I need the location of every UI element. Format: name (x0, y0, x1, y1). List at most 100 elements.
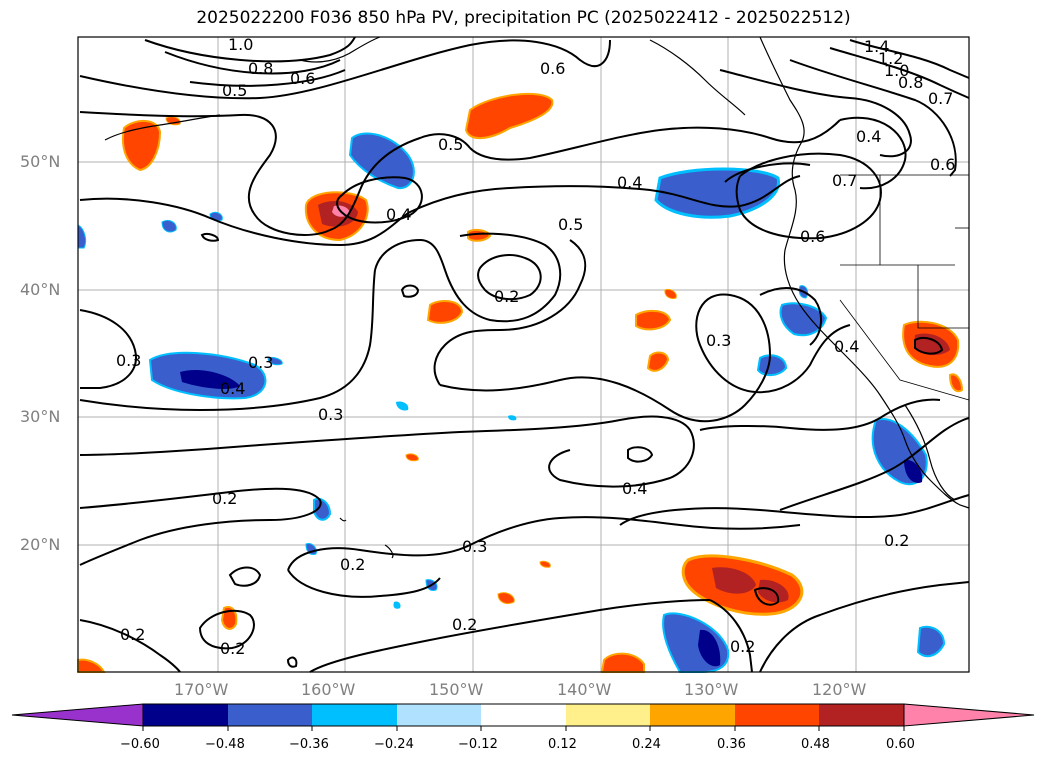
precip-area (664, 289, 677, 299)
contour-label: 0.2 (340, 555, 365, 574)
positive-precip-areas (77, 93, 964, 673)
colorbar-segment (566, 704, 650, 726)
coastlines (104, 36, 970, 559)
pv-contour-line (753, 587, 780, 606)
coastline-hawaii-nw (339, 517, 347, 522)
colorbar-segment-under (11, 703, 144, 727)
lat-label: 50°N (20, 152, 61, 171)
colorbar-segment (312, 704, 397, 726)
precip-area (508, 415, 517, 421)
pv-contour-line (79, 487, 322, 566)
colorbar-segment (735, 704, 819, 726)
colorbar-segment (481, 704, 566, 726)
precip-area (396, 401, 409, 411)
precip-area (497, 592, 515, 605)
pv-contour-line (789, 59, 957, 177)
precip-area (712, 567, 756, 594)
contour-label: 0.2 (220, 639, 245, 658)
precip-area (635, 309, 672, 331)
pv-contour-line (286, 656, 298, 668)
pv-contour-line (198, 609, 255, 650)
contour-label: 0.6 (540, 59, 565, 78)
pv-contour-line (469, 119, 841, 161)
lat-label: 40°N (20, 280, 61, 299)
colorbar-tick-label: 0.36 (717, 737, 746, 752)
pv-contours (79, 36, 970, 673)
contour-label: 1.0 (884, 61, 909, 80)
contour-label: 0.2 (730, 637, 755, 656)
colorbar-segment (143, 704, 228, 726)
colorbar-frame (142, 703, 905, 727)
contour-label: 0.8 (898, 73, 923, 92)
borders (839, 174, 970, 401)
contour-label: 0.4 (220, 379, 245, 398)
pv-contour-line (439, 293, 851, 423)
pv-contour-line (400, 284, 420, 298)
precip-area (467, 228, 492, 242)
pv-contour-line (189, 69, 346, 87)
precip-area (948, 373, 964, 393)
lon-label: 160°W (301, 680, 356, 699)
pv-contour-line (829, 47, 970, 99)
pv-contour-line (619, 494, 970, 526)
contour-labels: 1.0 0.8 0.6 0.5 0.6 0.5 0.4 0.4 0.5 0.2 … (116, 35, 955, 658)
precip-area (122, 120, 162, 172)
colorbar-tick-label: 0.48 (801, 737, 830, 752)
pv-contour-line (779, 417, 970, 511)
precip-area (267, 357, 283, 366)
pv-contour-line (759, 581, 970, 673)
lon-label: 150°W (429, 680, 484, 699)
contour-label: 0.4 (617, 173, 642, 192)
contour-label: 0.7 (832, 171, 857, 190)
contour-label: 1.4 (864, 37, 889, 56)
colorbar-segment (650, 704, 735, 726)
lon-label: 170°W (174, 680, 229, 699)
pv-contour-line (627, 446, 654, 463)
coastline-baja (904, 404, 956, 501)
pv-contour-line (759, 287, 822, 346)
contour-label: 0.5 (558, 215, 583, 234)
border-state (839, 299, 970, 401)
coastline-alaska-panhandle (649, 39, 746, 116)
precip-area (779, 302, 828, 337)
pv-contour-line (709, 599, 753, 673)
pv-contour-line (79, 309, 137, 389)
pv-contour-line (228, 566, 262, 587)
contour-label: 1.0 (228, 35, 253, 54)
precip-area (600, 652, 645, 673)
colorbar-tick-label: −0.12 (458, 737, 498, 752)
contour-label: 0.3 (706, 331, 731, 350)
colorbar-tick-label: −0.60 (120, 737, 160, 752)
map-background (78, 37, 969, 672)
colorbar-tick-label: 0.12 (548, 737, 577, 752)
pv-contour-line (200, 232, 220, 242)
colorbar-segment (228, 704, 312, 726)
precip-area (426, 299, 464, 324)
colorbar-tick-label: 0.24 (632, 737, 661, 752)
precip-shading (77, 93, 964, 673)
coastline-aleutian-west (104, 114, 221, 141)
lon-label: 140°W (557, 680, 612, 699)
colorbar-segment-over (903, 703, 1035, 727)
precip-area (539, 560, 551, 568)
pv-contour-line (309, 599, 711, 673)
pv-contour-line (79, 415, 695, 488)
contour-label: 0.2 (120, 625, 145, 644)
contour-label: 0.6 (290, 69, 315, 88)
pv-contour-line (329, 133, 471, 231)
contour-label: 0.4 (834, 337, 859, 356)
contour-label: 0.2 (452, 615, 477, 634)
contour-label: 0.7 (928, 89, 953, 108)
contour-label: 0.2 (884, 531, 909, 550)
precip-area (405, 453, 419, 462)
precip-area (464, 93, 554, 139)
contour-label: 0.6 (930, 155, 955, 174)
colorbar-tick-label: −0.36 (289, 737, 329, 752)
lat-label: 30°N (20, 407, 61, 426)
pv-contour-line (79, 175, 801, 247)
contour-label: 0.3 (462, 537, 487, 556)
pv-contour-line (144, 36, 356, 63)
pv-contour-line (914, 337, 944, 355)
contour-label: 0.8 (248, 59, 273, 78)
